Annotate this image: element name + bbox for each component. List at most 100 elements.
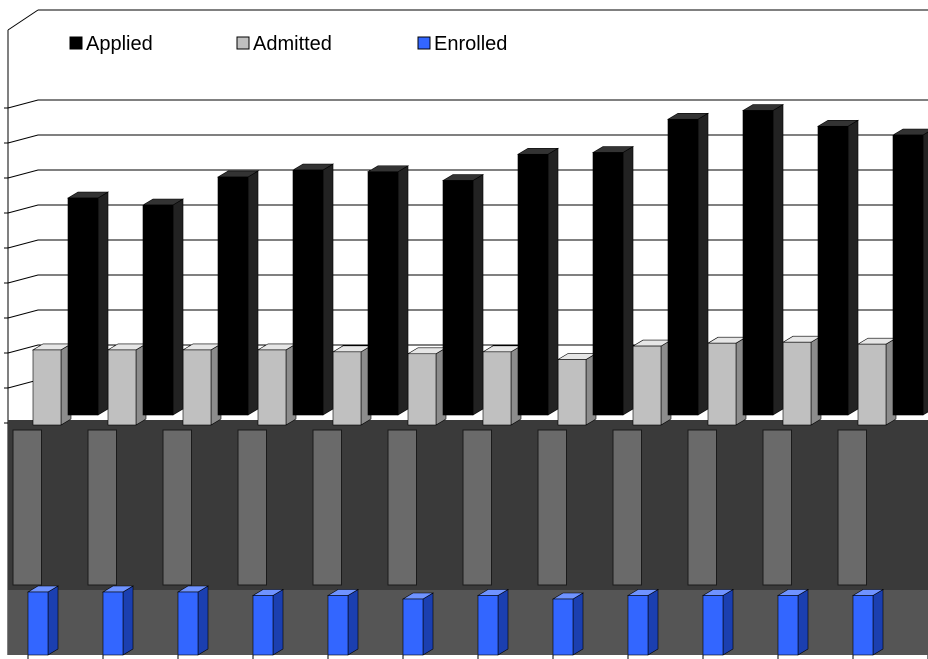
bar-applied-11 xyxy=(891,128,928,416)
bar-applied-11-side xyxy=(922,131,928,416)
floor-panel xyxy=(12,429,42,586)
floor-panel xyxy=(462,429,492,586)
bar-admitted-1-front xyxy=(107,349,137,426)
legend-swatch-enrolled xyxy=(417,36,431,50)
bar-applied-7-side xyxy=(622,145,634,416)
bar-admitted-5-front xyxy=(407,353,437,426)
floor-panel xyxy=(762,429,792,586)
bar-applied-2 xyxy=(216,170,260,416)
bar-applied-3 xyxy=(291,163,335,416)
bar-enrolled-10 xyxy=(776,588,810,656)
bar-enrolled-1 xyxy=(101,585,135,656)
floor-panel xyxy=(537,429,567,586)
bar-enrolled-7 xyxy=(551,592,585,656)
bar-enrolled-2 xyxy=(176,585,210,656)
bar-enrolled-7-front xyxy=(552,598,574,656)
bar-enrolled-0 xyxy=(26,585,60,656)
bar-applied-6-front xyxy=(517,153,549,416)
bar-applied-3-side xyxy=(322,163,334,416)
bar-enrolled-8 xyxy=(626,588,660,656)
bar-enrolled-8-front xyxy=(627,595,649,656)
bar-enrolled-6-side xyxy=(497,588,509,656)
bar-enrolled-10-front xyxy=(777,595,799,656)
gridline xyxy=(7,134,928,144)
bar-enrolled-9-front xyxy=(702,595,724,656)
bar-enrolled-3-side xyxy=(272,588,284,656)
bar-admitted-11-front xyxy=(857,343,887,426)
bar-applied-1-front xyxy=(142,204,174,416)
legend-swatch-applied xyxy=(69,36,83,50)
bar-admitted-2-front xyxy=(182,349,212,426)
bar-enrolled-0-front xyxy=(27,591,49,656)
bars xyxy=(26,103,928,656)
bar-applied-8 xyxy=(666,112,710,416)
bar-enrolled-1-front xyxy=(102,591,124,656)
bar-applied-0-front xyxy=(67,197,99,416)
bar-applied-4-side xyxy=(397,165,409,416)
bar-admitted-3 xyxy=(256,343,298,426)
bar-enrolled-5 xyxy=(401,592,435,656)
bar-admitted-10 xyxy=(781,335,823,426)
bar-applied-5-front xyxy=(442,180,474,416)
bar-applied-11-top xyxy=(891,128,928,136)
bar-applied-9 xyxy=(741,103,785,416)
bar-enrolled-11-front xyxy=(852,595,874,656)
floor-front-band xyxy=(8,590,928,655)
bar-applied-5 xyxy=(441,173,485,416)
bar-enrolled-1-side xyxy=(122,585,134,656)
bar-applied-1 xyxy=(141,198,185,416)
bar-admitted-10-front xyxy=(782,341,812,426)
bar-enrolled-9-side xyxy=(722,588,734,656)
bar-admitted-6 xyxy=(481,345,523,426)
bar-applied-10-front xyxy=(817,125,849,416)
bar-enrolled-10-side xyxy=(797,588,809,656)
bar-enrolled-3 xyxy=(251,588,285,656)
bar-enrolled-2-side xyxy=(197,585,209,656)
bar-applied-0 xyxy=(66,191,110,416)
bar-admitted-6-front xyxy=(482,351,512,426)
floor-panel xyxy=(687,429,717,586)
floor-panel xyxy=(612,429,642,586)
bar-enrolled-9 xyxy=(701,588,735,656)
bar-applied-6 xyxy=(516,147,560,416)
bar-admitted-11 xyxy=(856,337,898,426)
bar-enrolled-8-side xyxy=(647,588,659,656)
wall-top-edge xyxy=(7,9,39,31)
bar-enrolled-0-side xyxy=(47,585,59,656)
bar-applied-10-side xyxy=(847,119,859,416)
bar-applied-8-side xyxy=(697,112,709,416)
bar-admitted-7 xyxy=(556,353,598,426)
bar-admitted-7-front xyxy=(557,359,587,426)
bar-enrolled-3-front xyxy=(252,595,274,656)
floor-panel xyxy=(162,429,192,586)
bar-enrolled-4-side xyxy=(347,588,359,656)
bar-applied-9-side xyxy=(772,103,784,416)
bar-applied-10 xyxy=(816,119,860,416)
bar-applied-0-side xyxy=(97,191,109,416)
bar-admitted-3-front xyxy=(257,349,287,426)
bar-enrolled-6-front xyxy=(477,595,499,656)
bar-admitted-1 xyxy=(106,343,148,426)
bar-admitted-8 xyxy=(631,339,673,426)
bar-enrolled-5-side xyxy=(422,592,434,656)
bar-admitted-4-front xyxy=(332,351,362,426)
bar-applied-2-side xyxy=(247,170,259,416)
floor-panel xyxy=(837,429,867,586)
bar-applied-4 xyxy=(366,165,410,416)
chart-floor xyxy=(8,420,928,655)
floor-panel xyxy=(312,429,342,586)
floor-panel xyxy=(237,429,267,586)
bar-admitted-0-front xyxy=(32,349,62,426)
bar-admitted-5 xyxy=(406,347,448,426)
bar-enrolled-7-side xyxy=(572,592,584,656)
legend-swatch-admitted xyxy=(236,36,250,50)
legend-label-enrolled: Enrolled xyxy=(434,33,507,55)
bar-applied-6-side xyxy=(547,147,559,416)
bar-enrolled-4 xyxy=(326,588,360,656)
bar-enrolled-5-front xyxy=(402,598,424,656)
bar-admitted-9-front xyxy=(707,342,737,426)
bar-enrolled-6 xyxy=(476,588,510,656)
floor-panel xyxy=(387,429,417,586)
legend: Applied Admitted Enrolled xyxy=(69,33,507,55)
